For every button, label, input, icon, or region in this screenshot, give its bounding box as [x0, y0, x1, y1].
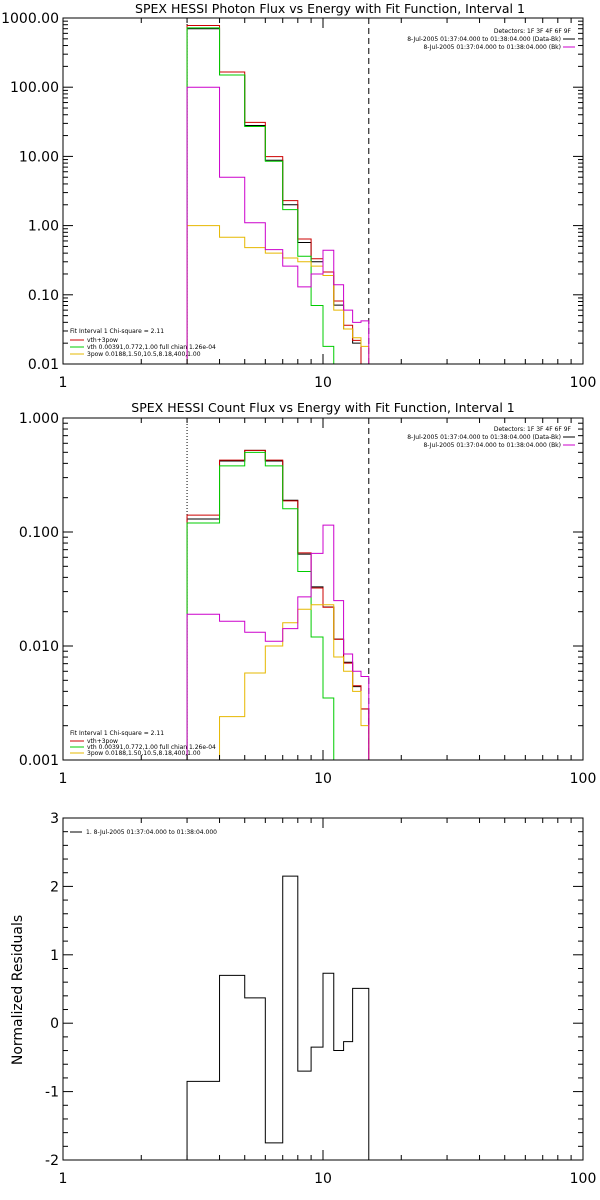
x-tick-label: 100: [570, 771, 597, 787]
y-tick-label: 0.010: [19, 639, 59, 655]
fit-legend-entry: 3pow 0.0188,1.50,10.5,8.18,400,1.00: [87, 750, 201, 757]
y-tick-label: 1.000: [19, 411, 59, 427]
y-tick-label: 3: [50, 811, 59, 827]
panel-title: SPEX HESSI Count Flux vs Energy with Fit…: [131, 400, 514, 415]
legend-entry-data-bk: 8-Jul-2005 01:37:04.000 to 01:38:04.000 …: [407, 36, 561, 43]
legend-entry-data-bk: 8-Jul-2005 01:37:04.000 to 01:38:04.000 …: [407, 434, 561, 441]
y-tick-label: 0.01: [28, 357, 59, 373]
panel-title: SPEX HESSI Photon Flux vs Energy with Fi…: [135, 1, 525, 16]
y-tick-label: 0.10: [28, 288, 59, 304]
y-tick-label: -2: [45, 1153, 59, 1169]
y-tick-label: 10.00: [19, 149, 59, 165]
fit-legend-entry: vth 0.00391,0.772,1.00 full chian 1.26e-…: [87, 344, 216, 351]
y-tick-label: 2: [50, 879, 59, 895]
photon-flux-panel: SPEX HESSI Photon Flux vs Energy with Fi…: [1, 1, 596, 391]
legend-entry-bk: 8-Jul-2005 01:37:04.000 to 01:38:04.000 …: [423, 442, 561, 449]
y-axis-label: Normalized Residuals: [10, 915, 26, 1065]
series-line-data-bk: [186, 449, 370, 760]
x-tick-label: 1: [59, 375, 68, 391]
series-line-vth: [186, 27, 369, 365]
series-line-vth: [186, 451, 369, 761]
series-line-bk: [186, 86, 370, 364]
legend-header: Detectors: 1F 3F 4F 6F 9F: [494, 426, 572, 433]
x-tick-label: 10: [314, 1171, 332, 1187]
fit-legend-entry: vth+3pow: [87, 337, 118, 344]
series-line-bk: [186, 524, 370, 760]
series-line-3pow: [186, 225, 370, 364]
fit-legend-entry: 3pow 0.0188,1.50,10.5,8.18,400,1.00: [87, 351, 201, 358]
x-tick-label: 1: [59, 1171, 68, 1187]
series-line-data-bk: [186, 28, 369, 365]
residuals-panel: 1 10 100 -2 -1 0 1 2 3 Normalized Residuals 1. 8…: [10, 811, 596, 1187]
y-tick-label: 0.100: [19, 525, 59, 541]
fit-legend-entry: vth 0.00391,0.772,1.00 full chian 1.26e-…: [87, 744, 216, 751]
fit-legend-header: Fit Interval 1 Chi-square = 2.11: [70, 730, 164, 737]
x-tick-label: 1: [59, 771, 68, 787]
series-line-3pow: [187, 604, 370, 761]
y-tick-label: 1000.00: [1, 11, 59, 27]
y-tick-label: -1: [45, 1085, 59, 1101]
legend-header: Detectors: 1F 3F 4F 6F 9F: [494, 28, 572, 35]
y-tick-label: 100.00: [10, 80, 59, 96]
legend-entry-bk: 8-Jul-2005 01:37:04.000 to 01:38:04.000 …: [423, 44, 561, 51]
series-line-vth-3pow: [186, 24, 369, 365]
fit-legend-header: Fit Interval 1 Chi-square = 2.11: [70, 328, 164, 335]
x-tick-label: 100: [570, 375, 597, 391]
series-line-vth-3pow: [186, 449, 370, 760]
fit-legend-entry: vth+3pow: [87, 738, 118, 745]
legend-entry: 1. 8-Jul-2005 01:37:04.000 to 01:38:04.0…: [86, 829, 217, 836]
y-tick-label: 0.001: [19, 753, 59, 769]
y-tick-label: 1.00: [28, 219, 59, 235]
x-tick-label: 100: [570, 1171, 597, 1187]
y-tick-label: 0: [50, 1016, 59, 1032]
series-line-residuals: [186, 875, 370, 1160]
count-flux-panel: SPEX HESSI Count Flux vs Energy with Fit…: [19, 400, 596, 787]
x-tick-label: 10: [314, 375, 332, 391]
x-tick-label: 10: [314, 771, 332, 787]
y-tick-label: 1: [50, 948, 59, 964]
